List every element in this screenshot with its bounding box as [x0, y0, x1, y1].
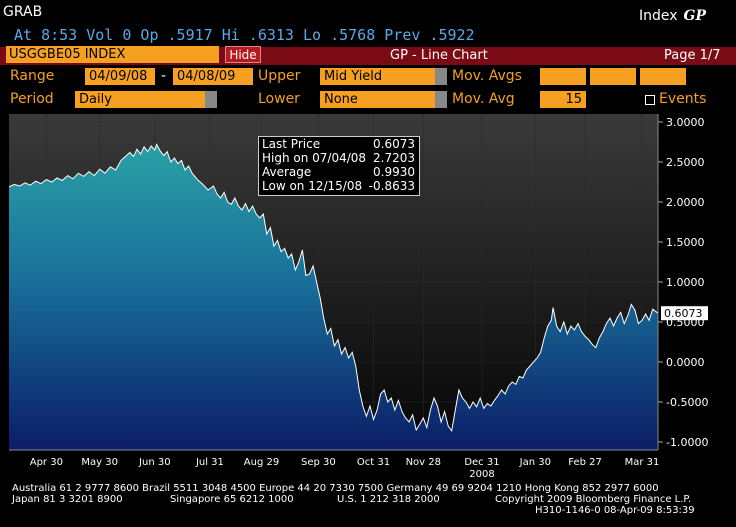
mov-avg-field-3[interactable] — [640, 68, 686, 85]
events-label: Events — [659, 91, 707, 107]
series-area — [9, 144, 658, 450]
period-dropdown-arrow[interactable] — [205, 91, 217, 108]
stats-box: Last Price 0.6073 High on 07/04/08 2.7203 … — [258, 136, 420, 196]
quote-line: At 8:53 Vol 0 Op .5917 Hi .6313 Lo .5768… — [14, 26, 475, 44]
index-label: Index — [638, 8, 678, 24]
security-type: Index GP — [639, 8, 706, 24]
period-label: Period — [10, 91, 54, 107]
stat-key: Low on 12/15/08 — [262, 179, 363, 193]
range-start-field[interactable]: 04/09/08 — [85, 68, 155, 85]
footer-line-1: Australia 61 2 9777 8600 Brazil 5511 304… — [12, 483, 659, 494]
stat-value: 2.7203 — [373, 151, 415, 165]
y-tick-label: -0.5000 — [666, 396, 708, 409]
stat-value: 0.9930 — [373, 165, 415, 179]
mov-avgs-label: Mov. Avgs — [452, 68, 522, 84]
ticker-field[interactable]: USGGBE05 INDEX — [6, 46, 219, 63]
gp-label: GP — [683, 8, 706, 24]
upper-label: Upper — [258, 68, 301, 84]
mov-avg-period-field[interactable]: 15 — [540, 91, 586, 108]
last-price-marker — [661, 306, 708, 321]
lower-dropdown-arrow[interactable] — [435, 91, 447, 108]
x-tick-label: Sep 30 — [301, 457, 336, 468]
x-tick-label: Apr 30 — [30, 457, 63, 468]
stat-row: Average 0.9930 — [259, 165, 419, 179]
mov-avg-field-1[interactable] — [540, 68, 586, 85]
stat-value: -0.8633 — [368, 179, 415, 193]
footer-japan: Japan 81 3 3201 8900 — [12, 494, 123, 505]
x-tick-label: Dec 31 — [464, 457, 499, 468]
mov-avg-label: Mov. Avg — [452, 91, 515, 107]
period-select[interactable]: Daily — [75, 91, 205, 108]
chart-title: GP - Line Chart — [390, 48, 488, 63]
line-chart[interactable]: Apr 30 May 30 Jun 30 Jul 31 Aug 29 Sep 30 Oct … — [9, 114, 726, 484]
x-tick-label: Oct 31 — [357, 457, 390, 468]
function-code: GRAB — [3, 4, 43, 20]
stat-row: Low on 12/15/08 -0.8633 — [259, 179, 419, 193]
upper-select[interactable]: Mid Yield — [320, 68, 435, 85]
x-tick-label: May 30 — [81, 457, 118, 468]
stat-row: Last Price 0.6073 — [259, 137, 419, 151]
y-tick-label: 1.5000 — [666, 236, 705, 249]
page-indicator: Page 1/7 — [664, 48, 721, 63]
y-tick-label: 2.0000 — [666, 196, 705, 209]
mov-avg-field-2[interactable] — [590, 68, 636, 85]
range-sep: - — [161, 68, 167, 84]
y-tick-label: 3.0000 — [666, 116, 705, 129]
x-tick-label: Feb 27 — [568, 457, 602, 468]
stat-key: Last Price — [262, 137, 321, 151]
footer-singapore: Singapore 65 6212 1000 — [170, 494, 294, 505]
x-tick-label: Jul 31 — [195, 457, 224, 468]
x-tick-label: Nov 28 — [406, 457, 441, 468]
lower-label: Lower — [258, 91, 300, 107]
x-year-label: 2008 — [469, 469, 494, 480]
stat-value: 0.6073 — [373, 137, 415, 151]
footer-us: U.S. 1 212 318 2000 — [337, 494, 440, 505]
x-tick-label: Mar 31 — [625, 457, 660, 468]
x-axis-band — [9, 450, 658, 484]
y-tick-label: 1.0000 — [666, 276, 705, 289]
stat-row: High on 07/04/08 2.7203 — [259, 151, 419, 165]
footer-timestamp: H310-1146-0 08-Apr-09 8:53:39 — [535, 505, 695, 516]
stat-key: Average — [262, 165, 312, 179]
upper-dropdown-arrow[interactable] — [435, 68, 447, 85]
stat-key: High on 07/04/08 — [262, 151, 367, 165]
range-end-field[interactable]: 04/08/09 — [173, 68, 253, 85]
range-label: Range — [10, 68, 55, 84]
last-price-label: 0.6073 — [664, 307, 703, 320]
events-checkbox[interactable] — [645, 95, 655, 105]
x-tick-label: Jun 30 — [138, 457, 171, 468]
x-tick-label: Jan 30 — [519, 457, 551, 468]
series-line — [9, 143, 659, 433]
y-tick-label: 0.0000 — [666, 356, 705, 369]
x-tick-label: Aug 29 — [244, 457, 279, 468]
y-tick-label: 2.5000 — [666, 156, 705, 169]
hide-button[interactable]: Hide — [225, 46, 261, 63]
lower-select[interactable]: None — [320, 91, 435, 108]
y-tick-label: -1.0000 — [666, 436, 708, 449]
footer-copyright: Copyright 2009 Bloomberg Finance L.P. — [495, 494, 692, 505]
